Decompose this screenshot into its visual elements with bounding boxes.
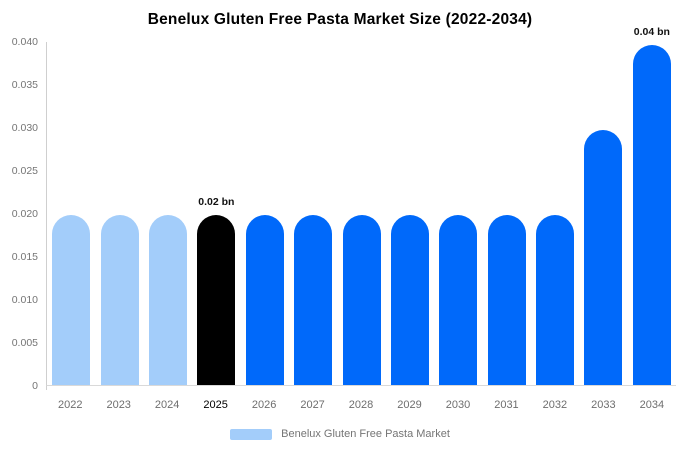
- x-tick-label: 2025: [203, 399, 228, 411]
- bar-2026: [245, 215, 284, 385]
- bar-slot: [241, 42, 289, 385]
- bar-2032: [536, 215, 575, 385]
- y-axis: 0 0.005 0.010 0.015 0.020 0.025 0.030 0.035 0.04…: [0, 36, 40, 392]
- y-tick-label: 0.005: [11, 337, 38, 349]
- y-tick-label: 0.020: [11, 208, 38, 220]
- bar-slot: [579, 42, 627, 385]
- bar-2023: [100, 215, 139, 385]
- x-tick-label: 2026: [251, 399, 277, 411]
- x-tick-label: 2031: [494, 399, 519, 411]
- bar-slot: [531, 42, 579, 385]
- x-tick-label: 2024: [154, 399, 180, 411]
- bar-2031: [487, 215, 526, 385]
- x-tick-label: 2030: [445, 399, 471, 411]
- bar-slot: [47, 42, 95, 385]
- y-tick-label: 0: [32, 380, 38, 392]
- bar-2028: [342, 215, 381, 385]
- legend-item[interactable]: Benelux Gluten Free Pasta Market: [0, 426, 680, 442]
- y-tick-label: 0.040: [11, 36, 38, 48]
- bar-slot: 0.02 bn: [192, 42, 240, 385]
- legend-label: Benelux Gluten Free Pasta Market: [281, 428, 450, 440]
- x-axis: 2022 2023 2024 2025 2026 2027 2028 2029 2030 2031…: [46, 399, 676, 411]
- x-tick-label: 2033: [591, 399, 616, 411]
- x-tick-label: 2022: [57, 399, 83, 411]
- x-tick-label: 2027: [300, 399, 325, 411]
- y-tick-label: 0.035: [11, 79, 38, 91]
- bar-annotation: 0.04 bn: [633, 26, 670, 39]
- bar-2024: [148, 215, 187, 385]
- bar-slot: [434, 42, 482, 385]
- bar-2030: [439, 215, 478, 385]
- x-tick-label: 2023: [106, 399, 131, 411]
- x-tick-label: 2034: [639, 399, 665, 411]
- bar-slot: [95, 42, 143, 385]
- chart-title: Benelux Gluten Free Pasta Market Size (2…: [147, 11, 533, 28]
- bar-slot: 0.04 bn: [628, 26, 676, 385]
- bar-slot: [483, 42, 531, 385]
- x-tick-label: 2032: [542, 399, 568, 411]
- x-tick-label: 2028: [348, 399, 374, 411]
- bar-2027: [294, 215, 333, 385]
- bar-slot: [289, 42, 337, 385]
- bar-2034: [632, 45, 671, 385]
- legend-swatch: [230, 428, 273, 440]
- y-tick-label: 0.015: [11, 251, 38, 263]
- bar-2022: [52, 215, 91, 385]
- y-tick-label: 0.010: [11, 294, 38, 306]
- bar-2025: [197, 215, 236, 385]
- bar-slot: [337, 42, 385, 385]
- plot-area: 0.02 bn 0.04 bn: [46, 26, 676, 390]
- y-tick-label: 0.030: [11, 122, 38, 134]
- bar-2029: [390, 215, 429, 385]
- y-tick-label: 0.025: [11, 165, 38, 177]
- bar-2033: [584, 130, 623, 385]
- bar-slot: [144, 42, 192, 385]
- bar-annotation: 0.02 bn: [198, 196, 235, 209]
- x-tick-label: 2029: [397, 399, 422, 411]
- bar-slot: [386, 42, 434, 385]
